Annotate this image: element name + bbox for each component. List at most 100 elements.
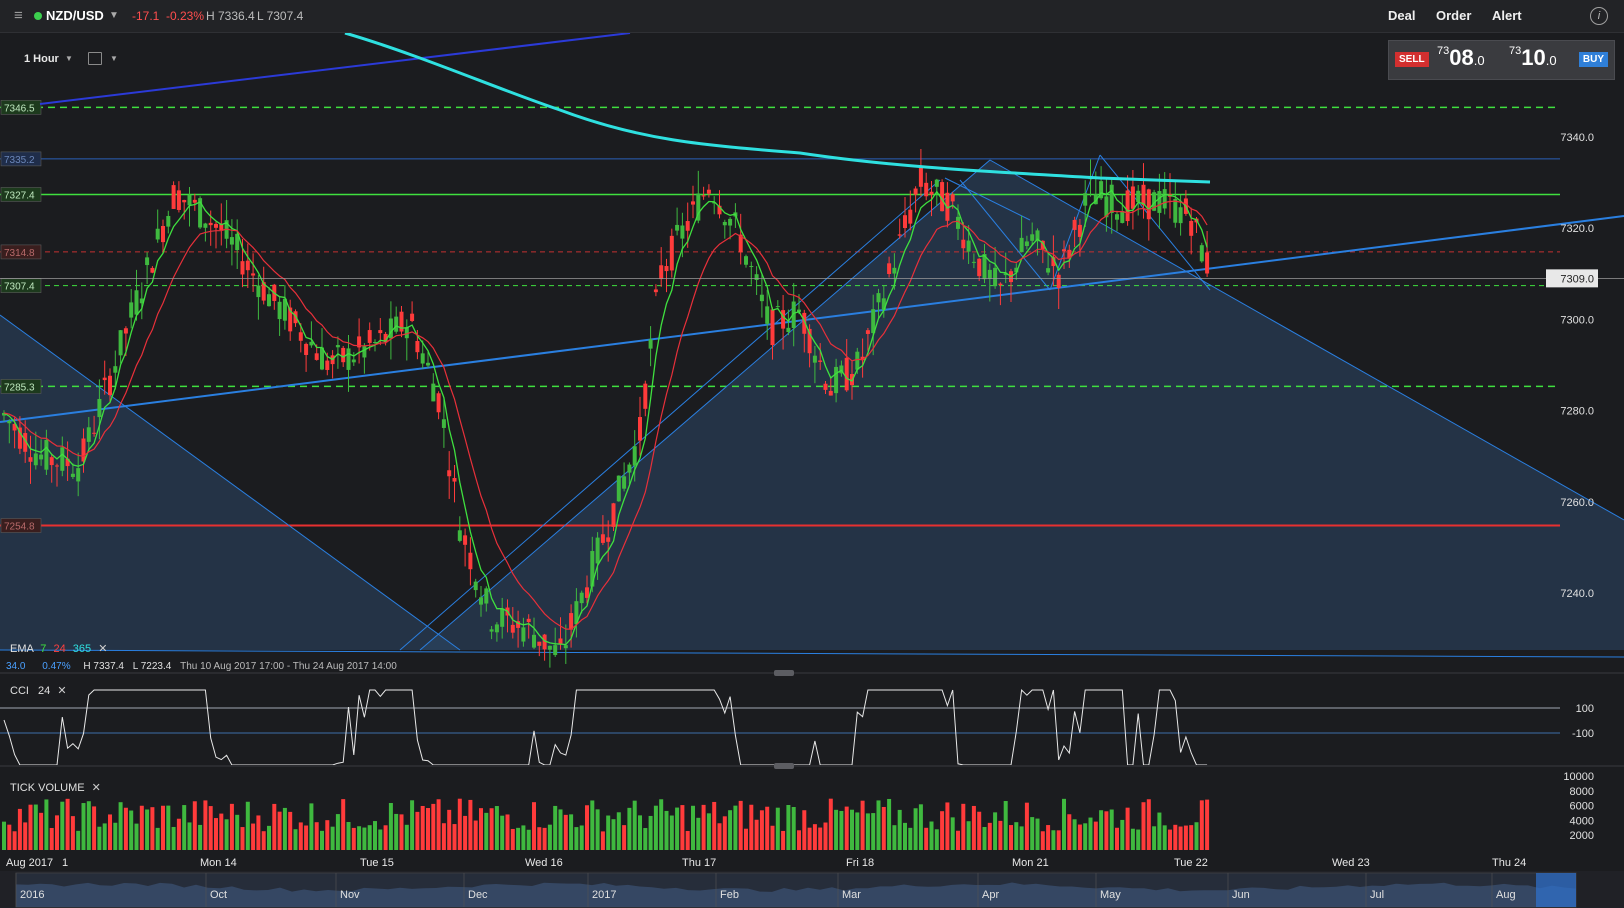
sell-price-fraction: .0 — [1473, 53, 1485, 68]
volume-bar — [404, 824, 409, 850]
candle-body — [235, 233, 240, 251]
sell-price-pips: 08 — [1449, 45, 1474, 70]
timeframe-selector[interactable]: 1 Hour — [24, 53, 59, 65]
candle-body — [903, 215, 907, 229]
candle-body — [219, 224, 224, 231]
volume-bar — [49, 828, 54, 850]
volume-bar — [251, 823, 256, 850]
close-icon[interactable]: ✕ — [98, 643, 108, 655]
volume-bar — [1194, 822, 1199, 850]
volume-bar — [282, 807, 287, 850]
volume-bar — [256, 815, 261, 850]
volume-bar — [892, 825, 897, 850]
volume-bar — [616, 812, 621, 850]
price-chart-svg[interactable]: 7346.5 7335.2 7327.4 7314.8 7307.4 7285.3 7254… — [0, 33, 1624, 908]
volume-bar — [691, 805, 695, 850]
candle-body — [929, 191, 934, 195]
price-level-tag — [0, 518, 42, 533]
buy-price[interactable]: 7310.0 — [1509, 45, 1557, 71]
candle-body — [547, 645, 552, 650]
candle-body — [394, 316, 399, 332]
candle-body — [134, 290, 139, 315]
close-icon[interactable]: ✕ — [57, 685, 67, 697]
volume-bar — [966, 821, 971, 850]
volume-bar — [1072, 819, 1077, 850]
candle-body — [457, 530, 462, 541]
info-icon[interactable]: i — [1590, 7, 1608, 25]
candle-body — [897, 234, 902, 236]
volume-bar — [553, 805, 558, 850]
volume-bar — [176, 818, 181, 850]
candle-body — [1046, 268, 1051, 273]
close-icon[interactable]: ✕ — [91, 782, 101, 794]
candle-body — [214, 223, 218, 228]
volume-bar — [1162, 825, 1167, 850]
candle-body — [834, 366, 839, 394]
candle-body — [966, 240, 971, 252]
candle-body — [1136, 190, 1141, 202]
navigator-label: Feb — [720, 889, 739, 901]
volume-bar — [526, 829, 531, 850]
volume-bar — [775, 807, 780, 850]
sell-button[interactable]: SELL — [1395, 52, 1429, 67]
volume-tick-label: 10000 — [1563, 771, 1594, 783]
candle-body — [1099, 181, 1104, 199]
range-dates: Thu 10 Aug 2017 17:00 - Thu 24 Aug 2017 … — [180, 661, 397, 672]
candle-body — [844, 357, 849, 391]
candle-body — [876, 293, 881, 303]
volume-bar — [643, 828, 648, 850]
candle-body — [314, 353, 319, 360]
price-change: -17.1 — [132, 9, 160, 23]
calendar-caret-icon[interactable]: ▼ — [110, 54, 118, 63]
volume-bar — [420, 805, 425, 850]
calendar-icon[interactable] — [88, 52, 102, 65]
candle-body — [749, 266, 754, 268]
order-button[interactable]: Order — [1436, 8, 1472, 23]
candle-body — [558, 638, 563, 645]
candle-body — [669, 235, 674, 271]
cci-period: 24 — [38, 685, 51, 697]
timeframe-caret-icon[interactable]: ▼ — [65, 54, 73, 63]
volume-bar — [638, 815, 642, 850]
time-axis-label: Wed 23 — [1332, 857, 1370, 869]
candle-body — [977, 258, 982, 277]
candle-body — [648, 339, 653, 349]
candle-body — [982, 254, 987, 280]
volume-bar — [1024, 802, 1029, 850]
candle-body — [129, 302, 134, 318]
volume-bar — [712, 801, 717, 850]
candle-body — [728, 218, 733, 226]
volume-bar — [590, 800, 595, 850]
alert-button[interactable]: Alert — [1492, 8, 1522, 23]
navigator-label: Apr — [982, 889, 999, 901]
volume-bar — [728, 810, 733, 850]
symbol-selector[interactable]: NZD/USD — [46, 8, 104, 23]
price-axis-label: 7320.0 — [1560, 223, 1594, 235]
candle-body — [55, 465, 59, 467]
time-axis-label: Tue 22 — [1174, 857, 1208, 869]
candle-body — [261, 282, 266, 301]
chevron-down-icon[interactable]: ▼ — [109, 10, 119, 21]
volume-bar — [86, 801, 91, 850]
candle-body — [781, 310, 786, 329]
pane-separator — [0, 672, 1624, 674]
volume-bar — [664, 810, 669, 850]
candle-body — [17, 427, 22, 449]
buy-button[interactable]: BUY — [1578, 52, 1608, 67]
menu-icon[interactable]: ≡ — [14, 7, 23, 24]
volume-bar — [913, 808, 918, 850]
volume-bar — [1178, 826, 1183, 850]
candle-body — [203, 223, 208, 228]
volume-bar — [675, 807, 680, 850]
deal-button[interactable]: Deal — [1388, 8, 1416, 23]
volume-bar — [224, 819, 229, 850]
candle-body — [166, 215, 171, 227]
chart-area[interactable]: 7346.5 7335.2 7327.4 7314.8 7307.4 7285.3 7254… — [0, 33, 1624, 908]
candle-body — [198, 198, 203, 228]
sell-price[interactable]: 7308.0 — [1437, 45, 1485, 71]
volume-bar — [214, 818, 218, 850]
candle-body — [1024, 241, 1029, 247]
price-level-label: 7327.4 — [4, 190, 35, 201]
candle-body — [187, 194, 192, 206]
candle-body — [616, 475, 621, 502]
